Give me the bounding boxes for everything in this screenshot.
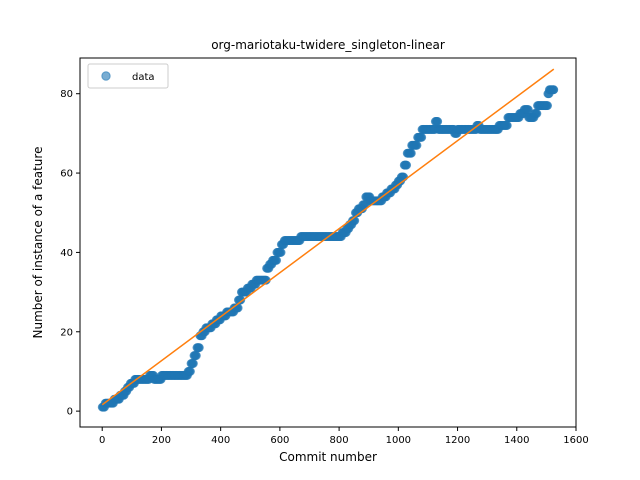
data-point bbox=[406, 148, 416, 158]
data-point bbox=[402, 160, 412, 170]
data-point bbox=[433, 117, 443, 126]
data-point bbox=[276, 247, 286, 257]
data-point bbox=[186, 367, 195, 376]
data-point bbox=[549, 85, 559, 95]
data-point bbox=[194, 343, 204, 353]
data-point bbox=[532, 109, 542, 119]
x-tick-label: 1400 bbox=[504, 435, 529, 446]
fit-line bbox=[101, 68, 555, 406]
legend-box bbox=[87, 63, 169, 89]
x-tick-label: 0 bbox=[99, 435, 105, 446]
x-tick-label: 800 bbox=[330, 435, 349, 446]
x-tick-label: 200 bbox=[152, 435, 171, 446]
x-axis-label: Commit number bbox=[279, 450, 377, 464]
y-tick-label: 60 bbox=[60, 169, 73, 180]
legend-marker-data bbox=[101, 71, 111, 81]
data-point bbox=[412, 140, 422, 150]
legend-label-data: data bbox=[132, 72, 155, 83]
y-tick-label: 0 bbox=[67, 407, 73, 418]
x-axis-ticks: 0 200 400 600 800 1000 1200 1400 1600 bbox=[99, 427, 589, 446]
y-tick-label: 80 bbox=[60, 89, 73, 100]
x-tick-label: 400 bbox=[211, 435, 230, 446]
data-point bbox=[272, 255, 282, 265]
fit-line-segment bbox=[101, 68, 555, 406]
x-tick-label: 600 bbox=[270, 435, 289, 446]
y-axis-ticks: 0 20 40 60 80 bbox=[60, 89, 80, 418]
data-point bbox=[543, 101, 553, 111]
x-tick-label: 1200 bbox=[445, 435, 470, 446]
legend: data bbox=[87, 63, 169, 89]
data-point bbox=[417, 132, 427, 142]
x-tick-label: 1600 bbox=[563, 435, 588, 446]
y-axis-label: Number of instance of a feature bbox=[31, 147, 45, 339]
data-point bbox=[188, 359, 198, 368]
y-tick-label: 40 bbox=[60, 248, 73, 259]
chart-title: org-mariotaku-twidere_singleton-linear bbox=[211, 38, 445, 52]
axes-frame bbox=[79, 57, 577, 428]
data-point bbox=[191, 351, 201, 361]
x-tick-label: 1000 bbox=[386, 435, 411, 446]
data-point bbox=[502, 121, 512, 130]
y-tick-label: 20 bbox=[60, 327, 73, 338]
